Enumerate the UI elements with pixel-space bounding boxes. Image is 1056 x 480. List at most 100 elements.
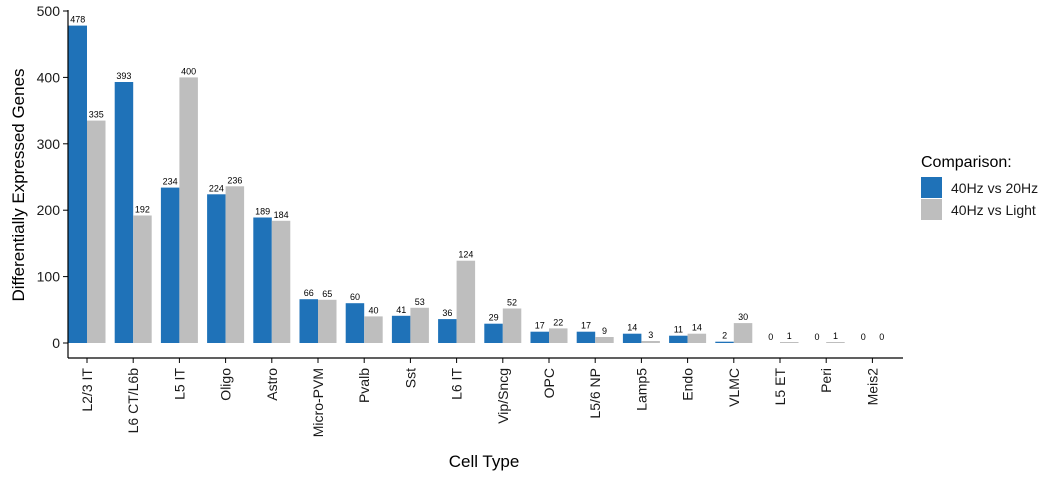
bar-s2-5 bbox=[318, 299, 337, 343]
data-label-s1-3: 224 bbox=[209, 183, 224, 193]
y-tick-label-1: 100 bbox=[37, 269, 61, 285]
data-label-s1-12: 14 bbox=[627, 323, 637, 333]
bar-s2-16 bbox=[826, 342, 845, 343]
x-tick-label-17: Meis2 bbox=[864, 368, 880, 406]
bar-s1-5 bbox=[299, 299, 318, 343]
bar-s2-7 bbox=[410, 307, 429, 343]
data-label-s1-17: 0 bbox=[861, 332, 866, 342]
data-label-s1-4: 189 bbox=[255, 207, 270, 217]
bar-s2-14 bbox=[733, 323, 753, 343]
bar-s2-10 bbox=[549, 328, 568, 343]
x-tick-label-9: Vip/Sncg bbox=[495, 368, 511, 424]
data-label-s1-14: 2 bbox=[722, 331, 727, 341]
data-label-s2-13: 14 bbox=[692, 323, 702, 333]
x-tick-label-14: VLMC bbox=[726, 368, 742, 407]
bar-s2-8 bbox=[456, 260, 476, 343]
bar-s1-4 bbox=[253, 217, 272, 343]
bar-s2-6 bbox=[364, 316, 383, 343]
x-tick-label-1: L6 CT/L6b bbox=[125, 368, 141, 434]
x-tick-label-16: Peri bbox=[818, 368, 834, 393]
legend-swatch-1 bbox=[921, 177, 942, 198]
data-label-s2-14: 30 bbox=[738, 312, 748, 322]
bar-s1-12 bbox=[622, 333, 642, 343]
bars-layer bbox=[68, 25, 845, 344]
x-axis-title: Cell Type bbox=[449, 452, 520, 471]
y-tick-label-5: 500 bbox=[37, 3, 61, 19]
bar-s1-9 bbox=[484, 323, 503, 343]
data-label-s1-9: 29 bbox=[489, 313, 499, 323]
x-tick-label-12: Lamp5 bbox=[633, 368, 649, 411]
data-label-s2-1: 192 bbox=[135, 205, 150, 215]
bar-s2-0 bbox=[87, 120, 106, 343]
data-label-s1-2: 234 bbox=[163, 177, 178, 187]
x-tick-label-4: Astro bbox=[264, 368, 280, 401]
data-label-s1-5: 66 bbox=[304, 288, 314, 298]
bar-s2-1 bbox=[133, 215, 152, 343]
x-tick-label-7: Sst bbox=[402, 368, 418, 388]
x-axis: L2/3 IT L6 CT/L6b L5 IT Oligo Astro Micro-PVM… bbox=[68, 357, 903, 437]
y-axis-title: Differentially Expressed Genes bbox=[9, 68, 28, 301]
y-axis: 0 100 200 300 400 500 bbox=[37, 3, 69, 358]
data-label-s2-2: 400 bbox=[181, 66, 196, 76]
data-label-s2-3: 236 bbox=[227, 175, 242, 185]
data-label-s2-7: 53 bbox=[415, 297, 425, 307]
data-label-s1-11: 17 bbox=[581, 321, 591, 331]
y-tick-label-2: 200 bbox=[37, 202, 61, 218]
bar-s2-11 bbox=[595, 337, 614, 343]
bar-s1-14 bbox=[715, 341, 734, 343]
legend-title: Comparison: bbox=[921, 154, 1012, 171]
x-tick-label-0: L2/3 IT bbox=[79, 368, 95, 412]
bar-s2-13 bbox=[687, 333, 707, 343]
data-label-s2-4: 184 bbox=[274, 210, 289, 220]
data-label-s2-11: 9 bbox=[602, 326, 607, 336]
data-label-s2-16: 1 bbox=[833, 331, 838, 341]
x-tick-label-2: L5 IT bbox=[171, 368, 187, 400]
legend-label-1: 40Hz vs 20Hz bbox=[951, 180, 1038, 196]
y-tick-label-0: 0 bbox=[52, 335, 60, 351]
data-label-s2-10: 22 bbox=[553, 317, 563, 327]
y-tick-label-3: 300 bbox=[37, 136, 61, 152]
data-label-s1-10: 17 bbox=[535, 321, 545, 331]
data-label-s1-15: 0 bbox=[768, 332, 773, 342]
bar-s2-12 bbox=[641, 341, 660, 343]
bar-s2-2 bbox=[179, 77, 198, 344]
bar-s1-0 bbox=[68, 25, 87, 343]
bar-s1-8 bbox=[438, 319, 457, 343]
bar-s1-13 bbox=[669, 335, 688, 343]
legend: Comparison: 40Hz vs 20Hz 40Hz vs Light bbox=[921, 154, 1038, 220]
bar-s2-3 bbox=[225, 186, 245, 343]
data-label-s2-9: 52 bbox=[507, 298, 517, 308]
x-tick-label-5: Micro-PVM bbox=[310, 368, 326, 437]
data-label-s2-0: 335 bbox=[89, 110, 104, 120]
bar-s2-9 bbox=[502, 308, 522, 343]
x-tick-label-3: Oligo bbox=[218, 368, 234, 401]
data-label-s2-15: 1 bbox=[787, 331, 792, 341]
data-label-s1-13: 11 bbox=[674, 325, 683, 335]
data-label-s2-17: 0 bbox=[879, 332, 884, 342]
data-label-s2-5: 65 bbox=[322, 289, 332, 299]
data-label-s2-12: 3 bbox=[648, 330, 653, 340]
bar-s1-2 bbox=[160, 187, 180, 343]
y-tick-label-4: 400 bbox=[37, 69, 61, 85]
bar-s1-6 bbox=[345, 303, 365, 343]
data-label-s2-6: 40 bbox=[368, 305, 378, 315]
data-label-s1-1: 393 bbox=[116, 71, 131, 81]
data-label-s1-16: 0 bbox=[814, 332, 819, 342]
x-tick-label-15: L5 ET bbox=[772, 368, 788, 406]
bar-s2-4 bbox=[271, 220, 291, 343]
data-label-s2-8: 124 bbox=[458, 250, 473, 260]
data-label-s1-6: 60 bbox=[350, 292, 360, 302]
x-tick-label-11: L5/6 NP bbox=[587, 368, 603, 419]
x-tick-label-10: OPC bbox=[541, 368, 557, 398]
x-tick-label-6: Pvalb bbox=[356, 368, 372, 403]
bar-s1-1 bbox=[114, 82, 134, 343]
bar-s1-11 bbox=[576, 331, 596, 343]
x-tick-label-13: Endo bbox=[680, 368, 696, 401]
data-label-s1-8: 36 bbox=[442, 308, 452, 318]
data-label-s1-7: 41 bbox=[396, 305, 406, 315]
bar-s1-7 bbox=[391, 315, 411, 343]
data-label-s1-0: 478 bbox=[70, 15, 85, 25]
legend-swatch-2 bbox=[921, 199, 942, 220]
